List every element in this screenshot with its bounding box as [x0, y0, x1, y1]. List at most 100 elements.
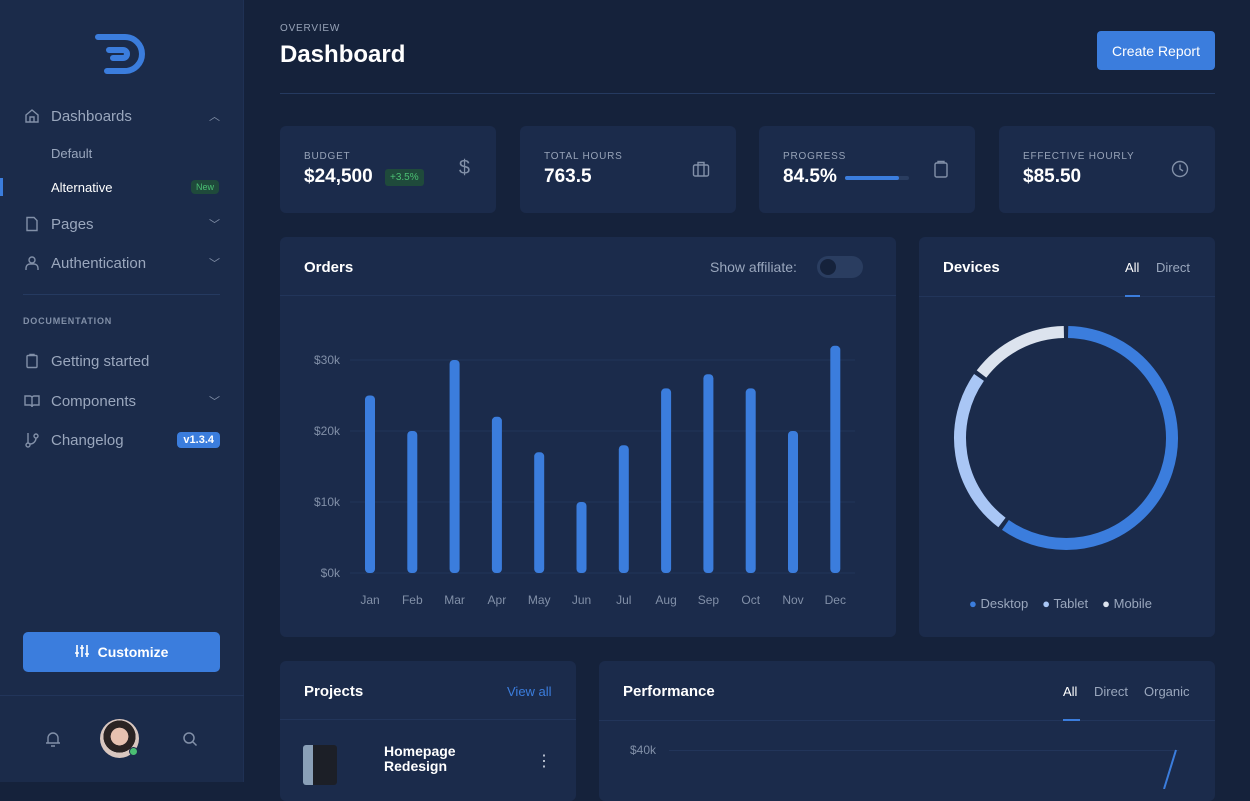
- kpi-value: $85.50: [1023, 166, 1082, 187]
- user-icon: [23, 254, 41, 272]
- bar-apr[interactable]: [491, 416, 502, 573]
- sidebar-item-label: Dashboards: [51, 107, 132, 125]
- file-icon: [23, 215, 41, 233]
- bar-jan[interactable]: [365, 395, 375, 574]
- online-status-icon: [129, 747, 138, 756]
- orders-card: Orders Show affiliate: $0k $10k $20k $30k Ja…: [280, 237, 896, 637]
- page-title: Dashboard: [280, 41, 406, 68]
- bar-sep[interactable]: [703, 374, 714, 573]
- performance-line: [1163, 749, 1177, 789]
- sidebar-item-dashboards[interactable]: Dashboards ︿: [23, 107, 220, 125]
- performance-card: Performance All Direct Organic $40k: [599, 661, 1215, 801]
- section-title: DOCUMENTATION: [23, 316, 113, 326]
- bar-mar[interactable]: [449, 360, 460, 573]
- card-divider: [919, 296, 1215, 297]
- progress-fill: [845, 176, 900, 180]
- y-tick-label: $40k: [630, 743, 657, 757]
- toggle-label: Show affiliate:: [710, 259, 797, 275]
- bar-jul[interactable]: [618, 445, 629, 573]
- customize-label: Customize: [97, 644, 169, 660]
- tab-direct[interactable]: Direct: [1094, 684, 1128, 699]
- kpi-label: EFFECTIVE HOURLY: [1023, 151, 1135, 162]
- home-icon: [23, 107, 41, 125]
- new-badge: New: [191, 180, 220, 194]
- x-tick-label: Mar: [444, 593, 465, 607]
- sidebar-item-label: Authentication: [51, 254, 147, 272]
- kpi-progress: PROGRESS 84.5%: [759, 126, 975, 213]
- search-icon[interactable]: [182, 731, 198, 752]
- kpi-value: 763.5: [544, 166, 592, 187]
- more-vertical-icon[interactable]: ⋮: [536, 753, 552, 770]
- kpi-label: TOTAL HOURS: [544, 151, 623, 162]
- customize-button[interactable]: Customize: [23, 632, 220, 672]
- sidebar-item-pages[interactable]: Pages ﹀: [23, 215, 220, 233]
- x-tick-label: May: [528, 593, 551, 607]
- sidebar-subitem-alternative[interactable]: Alternative: [51, 180, 113, 195]
- tab-all[interactable]: All: [1125, 260, 1140, 275]
- tab-direct[interactable]: Direct: [1156, 260, 1190, 275]
- sidebar-item-components[interactable]: Components ﹀: [23, 392, 220, 410]
- sidebar-item-getting-started[interactable]: Getting started: [23, 352, 220, 370]
- divider: [23, 294, 220, 295]
- progress-bar: [845, 176, 909, 180]
- legend-desktop: ● Desktop: [969, 596, 1029, 611]
- bar-nov[interactable]: [788, 431, 798, 573]
- sidebar-item-label: Changelog: [51, 431, 124, 449]
- clock-icon: [1171, 160, 1189, 183]
- chevron-down-icon: ﹀: [209, 396, 220, 408]
- legend-label: Desktop: [980, 596, 1029, 611]
- version-badge: v1.3.4: [177, 432, 220, 448]
- legend-label: Tablet: [1053, 596, 1089, 611]
- bar-oct[interactable]: [745, 388, 756, 573]
- tab-organic[interactable]: Organic: [1144, 684, 1190, 699]
- project-name[interactable]: Homepage Redesign: [384, 744, 456, 774]
- x-tick-label: Oct: [741, 593, 760, 607]
- kpi-value: 84.5%: [783, 166, 837, 187]
- create-report-button[interactable]: Create Report: [1097, 31, 1215, 70]
- bar-jun[interactable]: [576, 502, 587, 573]
- show-affiliate-toggle[interactable]: [817, 256, 863, 278]
- slice-desktop[interactable]: [1002, 326, 1178, 550]
- projects-card: Projects View all Homepage Redesign ⋮: [280, 661, 576, 801]
- project-thumbnail: [303, 745, 337, 785]
- orders-bar-chart: $0k $10k $20k $30k Jan Feb Mar Apr May Jun Jul Aug S…: [314, 345, 855, 607]
- divider: [0, 695, 244, 696]
- sidebar-subitem-default[interactable]: Default: [51, 146, 93, 161]
- active-tab-indicator: [1125, 295, 1140, 297]
- card-divider: [599, 720, 1215, 721]
- kpi-label: BUDGET: [304, 151, 351, 162]
- kpi-budget: BUDGET $24,500 +3.5% $: [280, 126, 496, 213]
- x-tick-label: Nov: [782, 593, 803, 607]
- bar-may[interactable]: [534, 452, 545, 573]
- sidebar-item-label: Pages: [51, 215, 94, 233]
- legend-mobile: ● Mobile: [1102, 596, 1152, 611]
- project-name-line: Redesign: [384, 758, 448, 774]
- git-branch-icon: [23, 431, 41, 449]
- x-tick-label: Aug: [655, 593, 676, 607]
- kpi-label: PROGRESS: [783, 151, 847, 162]
- slice-mobile[interactable]: [976, 326, 1065, 378]
- y-tick-label: $20k: [314, 424, 341, 438]
- x-tick-label: Dec: [825, 593, 846, 607]
- bell-icon[interactable]: [45, 730, 61, 753]
- logo-icon[interactable]: [93, 30, 151, 78]
- x-tick-label: Sep: [698, 593, 720, 607]
- slice-tablet[interactable]: [954, 373, 1006, 528]
- chevron-down-icon: ﹀: [209, 219, 220, 231]
- y-tick-label: $0k: [321, 566, 341, 580]
- bar-dec[interactable]: [830, 345, 841, 573]
- view-all-link[interactable]: View all: [507, 684, 552, 699]
- card-title: Projects: [304, 683, 364, 700]
- sidebar-item-changelog[interactable]: Changelog v1.3.4: [23, 431, 220, 449]
- active-indicator: [0, 178, 3, 196]
- bar-feb[interactable]: [407, 431, 418, 573]
- tab-all[interactable]: All: [1063, 684, 1078, 699]
- sidebar-item-authentication[interactable]: Authentication ﹀: [23, 254, 220, 272]
- clipboard-icon: [23, 352, 41, 370]
- sidebar-item-label: Getting started: [51, 352, 150, 370]
- chevron-down-icon: ﹀: [209, 258, 220, 270]
- sliders-icon: [74, 644, 89, 661]
- legend-label: Mobile: [1113, 596, 1152, 611]
- chevron-up-icon: ︿: [209, 111, 220, 123]
- bar-aug[interactable]: [661, 388, 672, 573]
